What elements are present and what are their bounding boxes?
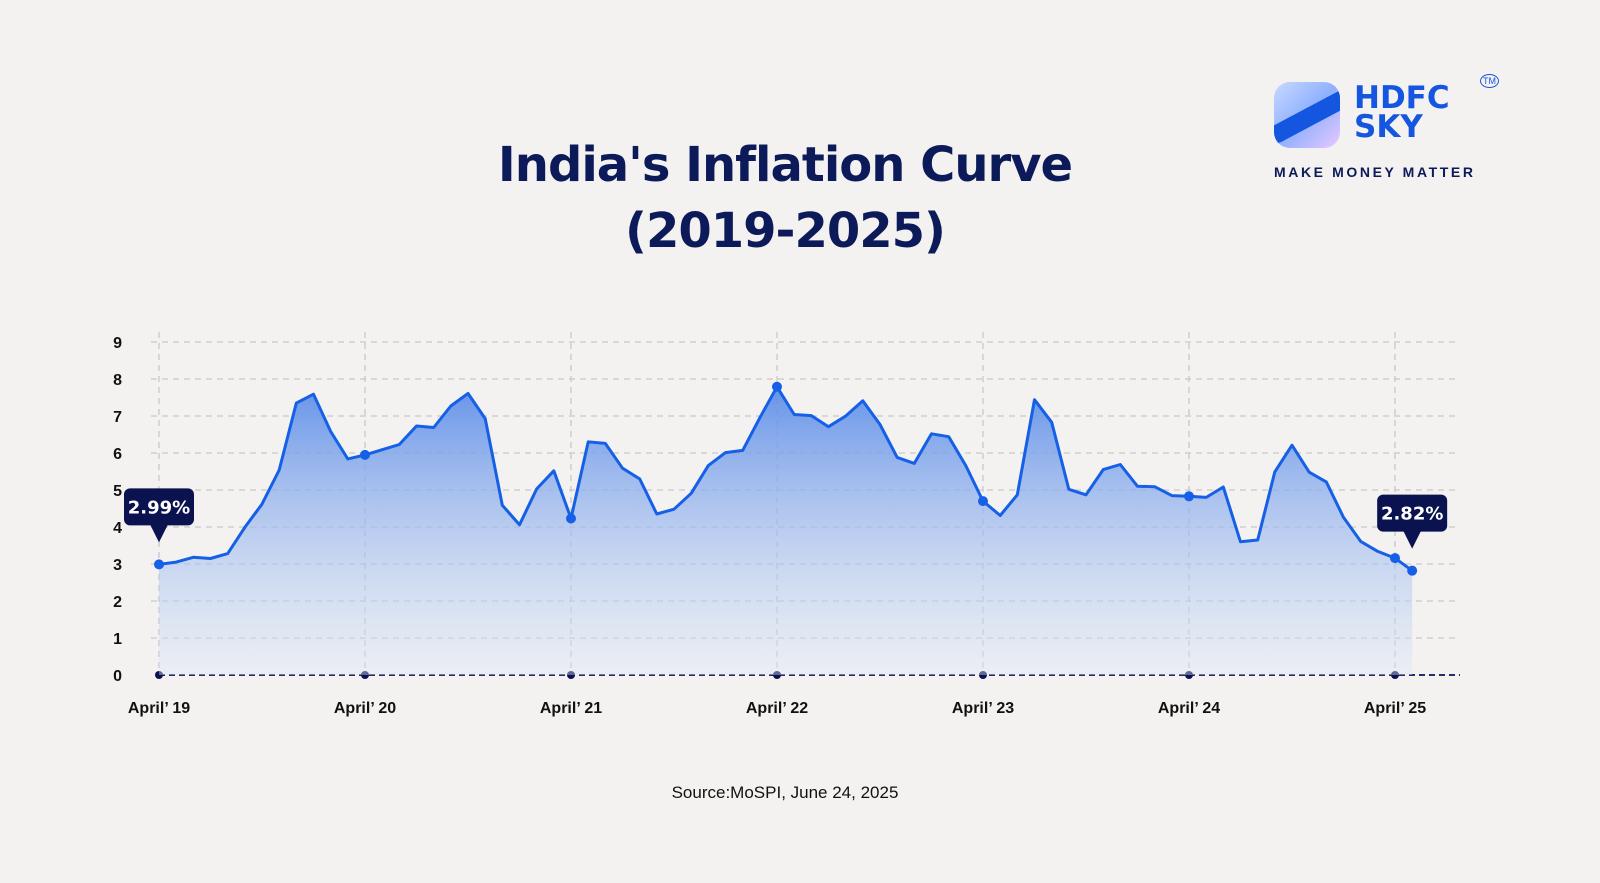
title-line-2: (2019-2025): [625, 203, 946, 259]
y-tick-label: 6: [113, 446, 122, 463]
x-tick-label: April’ 19: [128, 700, 190, 717]
y-tick-label: 9: [113, 335, 122, 352]
data-point: [772, 381, 782, 392]
x-tick-label: April’ 21: [540, 700, 602, 717]
data-point: [1407, 565, 1418, 576]
source-note: Source:MoSPI, June 24, 2025: [671, 783, 899, 802]
data-point: [1390, 553, 1400, 564]
tooltip-box: [124, 488, 194, 526]
data-point: [978, 496, 988, 507]
data-point: [154, 559, 164, 570]
y-tick-label: 4: [113, 520, 122, 537]
x-tick-label: April’ 24: [1158, 700, 1220, 717]
hdfc-sky-logo: HDFC SKY TM MAKE MONEY MATTER: [1270, 74, 1500, 184]
area-fill: [159, 386, 1413, 675]
y-tick-label: 5: [113, 483, 122, 500]
y-tick-label: 1: [113, 631, 122, 648]
trademark-badge: TM: [1480, 74, 1499, 88]
tooltip-pointer: [1403, 530, 1422, 549]
x-tick-label: April’ 20: [334, 700, 396, 717]
y-tick-label: 7: [113, 409, 122, 426]
y-tick-label: 0: [113, 668, 122, 685]
tooltip-label: 2.99%: [128, 497, 190, 518]
data-point: [566, 513, 576, 524]
tooltip-pointer: [150, 524, 168, 543]
x-tick-label: April’ 23: [952, 700, 1014, 717]
y-tick-label: 3: [113, 557, 122, 574]
data-point: [360, 449, 370, 460]
y-tick-label: 8: [113, 372, 122, 389]
logo-tagline: MAKE MONEY MATTER: [1274, 164, 1476, 180]
logo-brand: HDFC SKY: [1354, 80, 1450, 145]
x-tick-label: April’ 25: [1364, 700, 1426, 717]
title-line-1: India's Inflation Curve: [497, 137, 1073, 193]
x-tick-label: April’ 22: [746, 700, 808, 717]
chart-title: India's Inflation Curve (2019-2025): [0, 132, 1570, 264]
tooltip-box: [1377, 494, 1448, 532]
tooltip-label: 2.82%: [1381, 504, 1443, 525]
data-point: [1184, 491, 1194, 502]
y-tick-label: 2: [113, 594, 122, 611]
logo-mark-icon: [1274, 82, 1340, 148]
